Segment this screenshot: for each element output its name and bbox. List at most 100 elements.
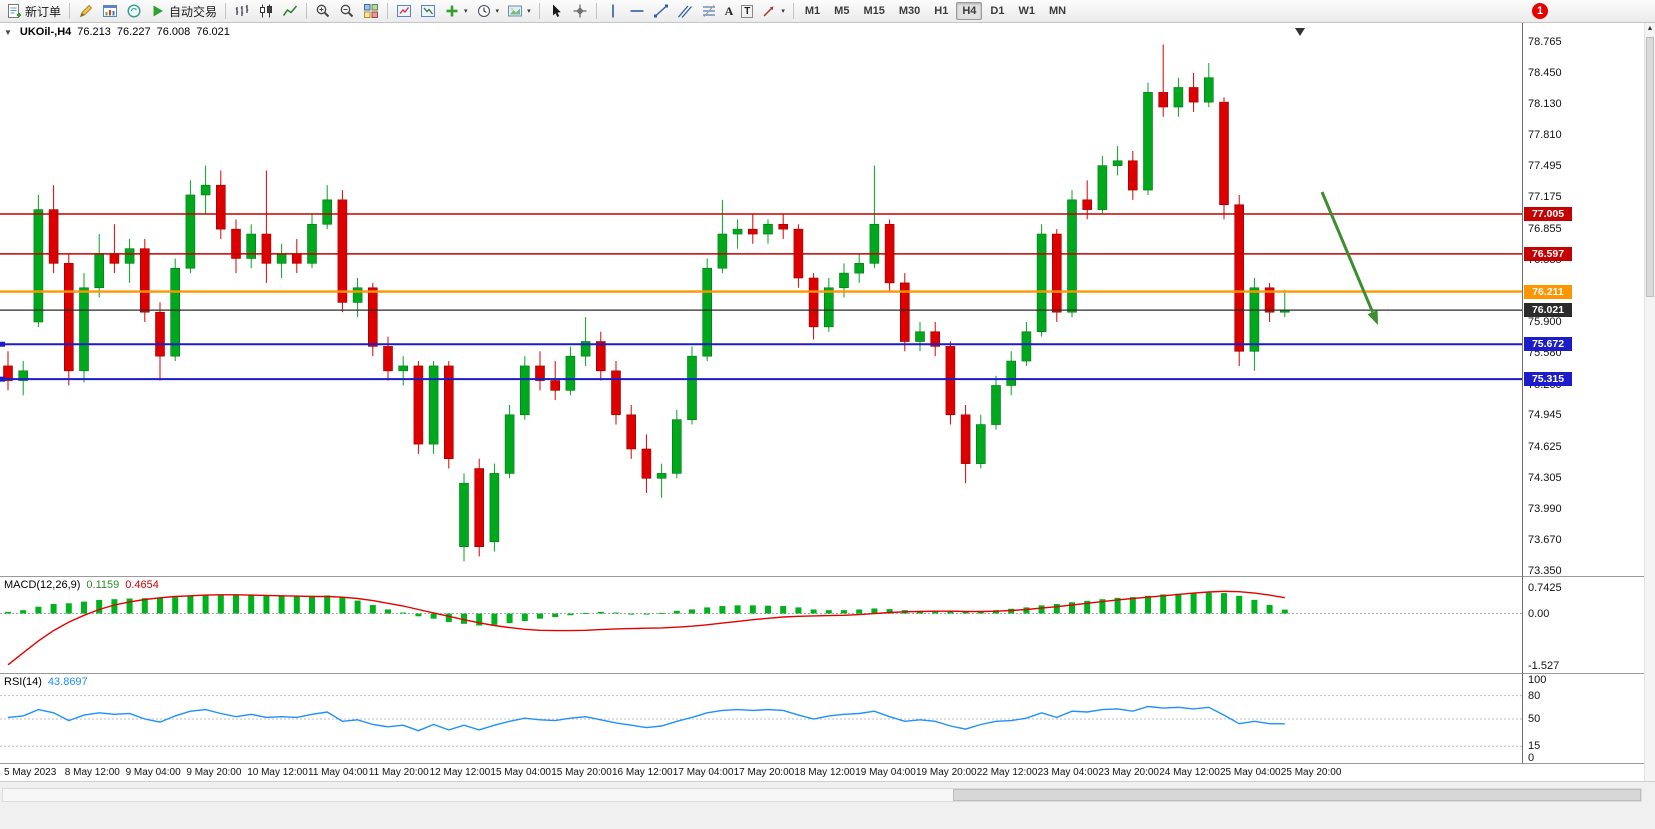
crosshair-button[interactable] [568,1,592,21]
candle-body [626,414,637,450]
macd-histogram-bar [673,610,680,614]
macd-histogram-bar [962,611,969,614]
collapse-triangle-icon[interactable]: ▼ [4,28,12,37]
chart-shift-marker-icon[interactable] [1295,28,1305,36]
chart-canvas[interactable] [0,23,1522,781]
fibonacci-tool[interactable] [697,1,721,21]
vertical-scrollbar-thumb[interactable] [1646,37,1654,297]
candle-body [641,448,652,479]
candle-body [930,331,941,347]
add-indicator-button[interactable]: ▾ [440,1,472,21]
periods-button[interactable]: ▾ [472,1,504,21]
candle-body [550,380,561,391]
metaeditor-button[interactable] [74,1,98,21]
horizontal-scrollbar-thumb[interactable] [953,789,1641,801]
low-value: 76.008 [156,26,191,38]
new-order-label: 新订单 [25,4,62,19]
macd-histogram-bar [932,610,939,614]
time-tick: 8 May 12:00 [64,767,120,778]
candle-body [611,370,621,416]
strategy-tester-icon [127,4,141,18]
dropdown-caret-icon: ▾ [781,7,785,15]
zoom-out-button[interactable] [335,1,359,21]
macd-histogram-bar [977,611,984,614]
channel-tool[interactable] [673,1,697,21]
timeframe-button-m1[interactable]: M1 [804,5,821,17]
clock-icon [477,5,490,17]
tile-windows-button[interactable] [359,1,383,21]
price-axis: 78.765 78.450 78.130 77.810 77.495 77.175 76.8… [1523,23,1654,781]
price-tick: 76.855 [1528,222,1562,235]
timeframe-button-h1[interactable]: H1 [934,5,949,17]
trend-arrow-line[interactable] [1320,191,1374,313]
timeframe-button-d1[interactable]: D1 [990,5,1005,17]
arrows-tool[interactable]: ▾ [757,1,789,21]
macd-histogram-bar [415,613,422,617]
candle-body [231,228,241,259]
trend-arrow-head[interactable] [1367,309,1378,325]
price-level-label: 77.005 [1524,207,1572,221]
time-tick: 23 May 20:00 [1098,767,1159,778]
macd-histogram-bar [1038,605,1045,614]
bar-chart-button[interactable] [230,1,254,21]
candle-body [1021,331,1032,362]
cascade-charts-button[interactable] [416,1,440,21]
timeframe-button-h4[interactable]: H4 [956,2,983,20]
cursor-button[interactable] [544,1,568,21]
macd-histogram-bar [293,595,300,614]
time-tick: 22 May 12:00 [976,767,1038,778]
macd-histogram-bar [521,613,528,622]
open-value: 76.213 [77,26,111,38]
trendline-tool[interactable] [649,1,673,21]
arrow-object-icon [763,6,774,17]
timeframe-button-w1[interactable]: W1 [1018,5,1035,17]
candle-body [64,263,74,372]
macd-histogram-bar [856,609,863,614]
candle-body [565,355,576,391]
timeframe-button-m30[interactable]: M30 [898,5,921,17]
time-tick: 23 May 04:00 [1037,767,1099,778]
notification-badge[interactable]: 1 [1532,3,1548,19]
line-handle[interactable] [0,341,5,347]
time-tick: 12 May 12:00 [429,767,491,778]
line-handle[interactable] [0,376,5,382]
time-tick: 17 May 04:00 [672,767,734,778]
text-tool[interactable]: A [721,1,738,21]
new-order-button[interactable]: 新订单 [2,1,65,21]
candlestick-chart-button[interactable] [254,1,278,21]
timeframe-button-mn[interactable]: MN [1048,5,1067,17]
macd-axis-tick: -1.527 [1528,659,1560,672]
horizontal-line-tool[interactable] [625,1,649,21]
candle-body [1234,204,1244,352]
timeframe-button-m5[interactable]: M5 [834,5,850,17]
candle-body [337,199,348,303]
panel-separator[interactable] [0,576,1655,577]
autotrading-button[interactable]: 自动交易 [146,1,221,21]
time-tick: 10 May 12:00 [247,767,308,778]
vertical-line-tool[interactable] [601,1,625,21]
timeframe-button-m15[interactable]: M15 [863,5,885,17]
time-tick: 18 May 12:00 [794,767,855,778]
candle-body [18,370,29,381]
horizontal-scrollbar[interactable] [2,788,1642,802]
label-tool-icon: T [741,4,754,18]
candle-body [1006,360,1017,386]
vertical-scrollbar[interactable]: ▲ [1644,23,1655,781]
data-window-button[interactable] [98,1,122,21]
strategy-tester-button[interactable] [122,1,146,21]
templates-button[interactable]: ▾ [503,1,535,21]
scroll-up-arrow-icon[interactable]: ▲ [1646,25,1654,32]
candle-body [1219,101,1229,206]
candle-body [155,311,165,357]
panel-separator[interactable] [0,673,1655,674]
candle-body [383,346,393,372]
zoom-in-button[interactable] [311,1,335,21]
candle-body [975,424,986,464]
line-chart-button[interactable] [278,1,302,21]
candle-body [687,355,697,420]
macd-histogram-bar [5,611,11,614]
label-tool[interactable]: T [737,1,757,21]
macd-histogram-bar [369,605,376,614]
candle-body [124,248,135,264]
arrange-charts-button[interactable] [392,1,416,21]
